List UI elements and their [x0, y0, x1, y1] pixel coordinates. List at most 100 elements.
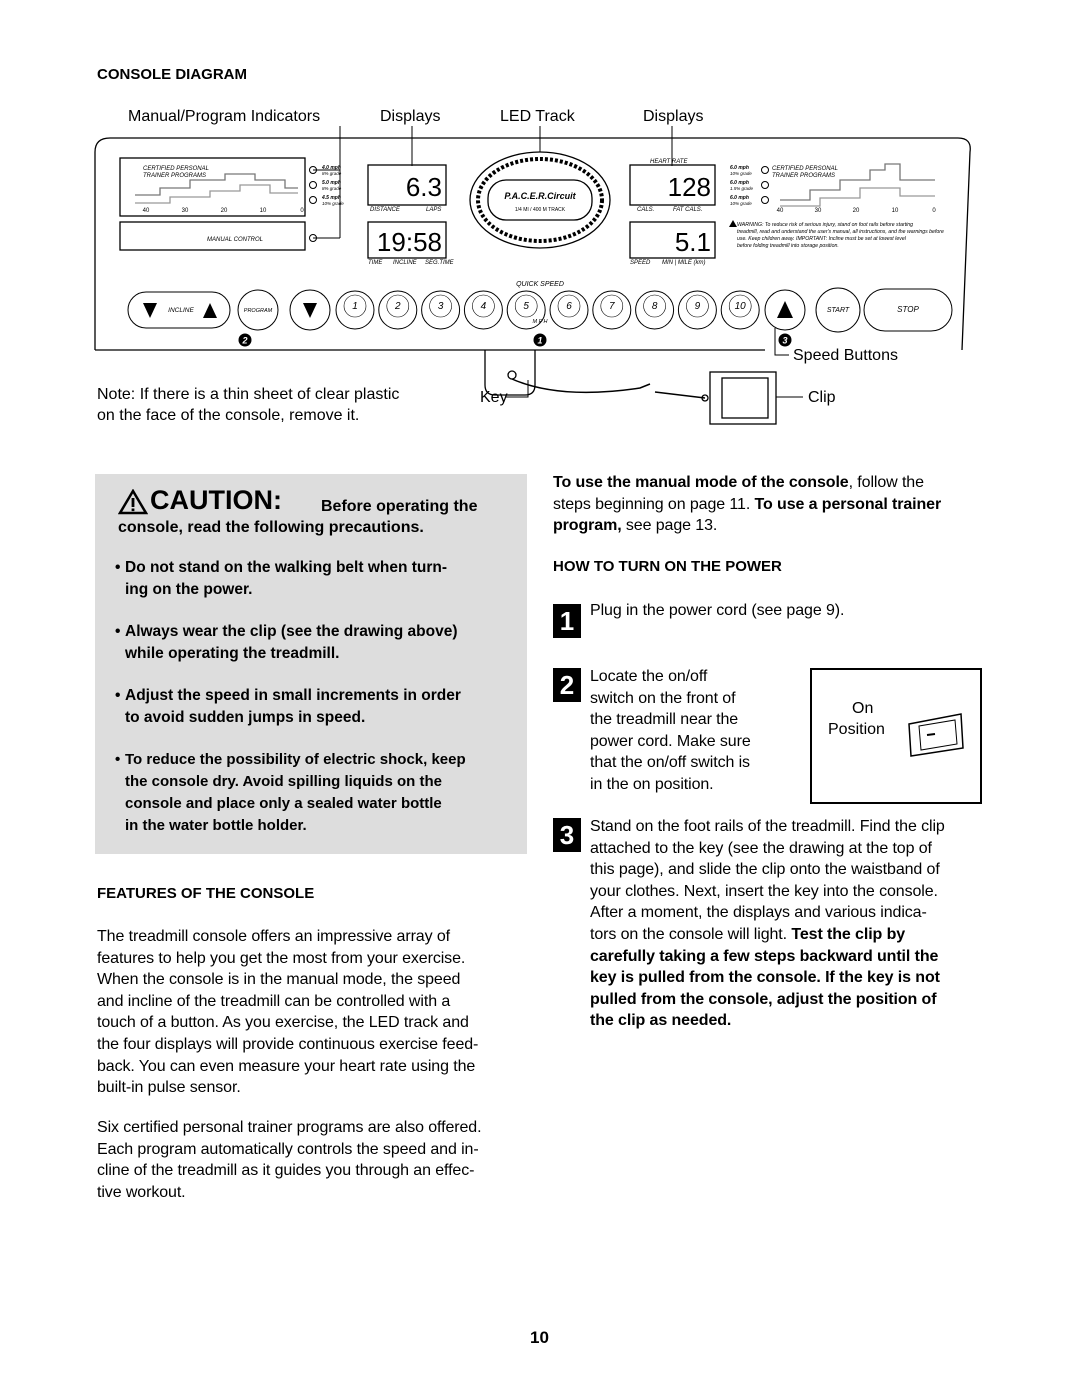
speed-button [635, 290, 675, 330]
speed-label: 6.0 mph [730, 165, 749, 171]
text-run: tors on the console will light. [590, 925, 792, 943]
axis-label: 10 [892, 208, 899, 214]
caution-bullet: Do not stand on the walking belt when tu… [115, 557, 448, 601]
callout: Displays [643, 108, 703, 125]
note: Note: If there is a thin sheet of clear … [97, 386, 399, 403]
marker [238, 333, 252, 347]
speed-button [677, 290, 717, 330]
note: on the face of the console, remove it. [97, 407, 359, 424]
mph-label: M P H [532, 319, 547, 325]
speed-button-inner [472, 294, 495, 318]
speed-button-inner [643, 294, 666, 318]
text-line: ing on the power. [125, 581, 253, 598]
quick-speed-label: QUICK SPEED [516, 281, 564, 288]
heart-rate-label: HEART RATE [650, 159, 688, 165]
step-text: Stand on the foot rails of the treadmill… [590, 816, 945, 1032]
speed-button [378, 290, 418, 330]
display-label: TIME [368, 260, 383, 266]
text-line: built-in pulse sensor. [97, 1079, 241, 1097]
panel-title: CERTIFIED PERSONAL [143, 166, 209, 172]
stop-button [863, 288, 953, 332]
text-run: To use a personal trainer [754, 495, 942, 513]
button-label: 8 [652, 301, 658, 312]
axis-label: 20 [221, 208, 228, 214]
warning-text: before folding treadmill into storage po… [737, 243, 839, 249]
axis-label: 0 [300, 208, 304, 214]
text-line: To use the manual mode of the console, f… [553, 472, 941, 494]
button-label: START [827, 307, 850, 314]
speed-label: 4.5 mph [321, 195, 341, 201]
text-line: Locate the on/off [590, 668, 708, 685]
callout-lines [313, 126, 803, 398]
text-run: the clip as needed. [590, 1012, 732, 1030]
text-run: pulled from the console, adjust the posi… [590, 990, 937, 1008]
text-line: Stand on the foot rails of the treadmill… [590, 818, 945, 835]
text-line: in the water bottle holder. [125, 817, 307, 834]
arrow-up [777, 301, 793, 318]
button-label: 2 [394, 301, 401, 312]
text-line: When the console is in the manual mode, … [97, 971, 461, 989]
speed-down-button [289, 289, 331, 331]
switch-figure [810, 668, 982, 804]
text-line: power cord. Make sure [590, 732, 751, 750]
display-value: 5.1 [675, 227, 711, 257]
axis-label: 30 [815, 208, 822, 214]
axis-label: 30 [182, 208, 189, 214]
text-line: features to help you get the most from y… [97, 949, 466, 967]
indicator [309, 196, 317, 204]
paragraph: To use the manual mode of the console, f… [553, 472, 941, 537]
speed-button [720, 290, 760, 330]
grade-label: 8% grade [322, 186, 342, 191]
panel-title: CERTIFIED PERSONAL [772, 166, 838, 172]
console-diagram: CONSOLE DIAGRAM Manual/Program Indicator… [94, 66, 971, 425]
indicator [309, 166, 317, 174]
button-label: 6 [566, 301, 572, 312]
text-line: To reduce the possibility of electric sh… [125, 751, 466, 768]
text-run: see page 13. [621, 517, 718, 535]
arrow-down [303, 303, 317, 318]
incline-button [127, 291, 231, 329]
speed-button-inner [514, 294, 538, 318]
text-line: Adjust the speed in small increments in … [125, 687, 461, 704]
text-line: this page), and slide the clip onto the … [590, 861, 940, 879]
text-line: The treadmill console offers an impressi… [97, 928, 450, 945]
button-label: INCLINE [168, 307, 194, 314]
text-line: Do not stand on the walking belt when tu… [125, 559, 448, 576]
speed-button-inner [686, 294, 709, 318]
text-run: To use the manual mode of the console [553, 474, 849, 491]
text-line: attached to the key (see the drawing at … [590, 839, 932, 857]
speed-button-inner [557, 294, 581, 318]
axis-label: 10 [260, 208, 267, 214]
switch-icon [908, 713, 964, 757]
display-label: CALS. [637, 207, 654, 213]
console-frame [94, 137, 971, 425]
speed-button [463, 290, 503, 330]
caution-heading: Before operating the [321, 498, 478, 515]
speed-button [549, 290, 589, 330]
text-line: steps beginning on page 11. To use a per… [553, 494, 941, 516]
text-run: steps beginning on page 11. [553, 495, 755, 513]
text-line: to avoid sudden jumps in speed. [125, 709, 366, 726]
track-caption: 1/4 MI / 400 M TRACK [515, 207, 566, 213]
axis-label: 0 [932, 208, 936, 214]
caution-bullet: Adjust the speed in small increments in … [115, 685, 461, 729]
button-label: STOP [897, 305, 919, 314]
paragraph: The treadmill console offers an impressi… [97, 926, 478, 1099]
speed-button-inner [600, 294, 624, 318]
indicator [761, 181, 769, 189]
text-line: the four displays will provide continuou… [97, 1035, 479, 1053]
text-run: carefully taking a few steps backward un… [590, 947, 939, 965]
display-label: DISTANCE [370, 207, 401, 213]
text-line: in the on position. [590, 775, 714, 793]
speed-button-inner [429, 294, 452, 318]
text-line: the clip as needed. [590, 1010, 945, 1032]
button-label: 1 [352, 301, 358, 312]
text-run: Test the clip by [791, 925, 906, 943]
indicator [761, 196, 769, 204]
grade-label: 10% grade [730, 171, 752, 176]
text-run: key is pulled from the console. If the k… [590, 969, 940, 987]
callout: Speed Buttons [793, 347, 898, 364]
text-line: while operating the treadmill. [125, 645, 340, 662]
speed-button-inner [386, 294, 410, 318]
display-label: INCLINE [393, 260, 418, 266]
